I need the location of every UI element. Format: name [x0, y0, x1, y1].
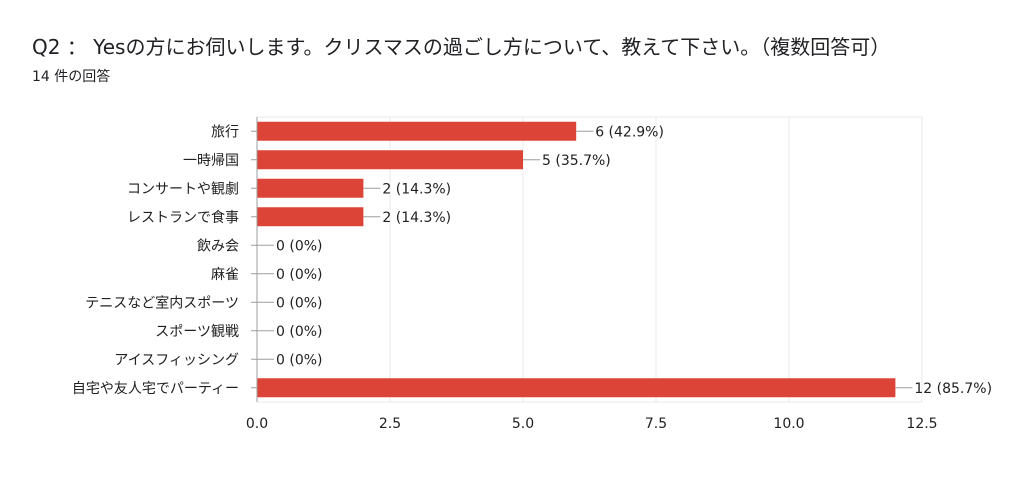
bar — [257, 378, 896, 398]
data-label: 2 (14.3%) — [382, 181, 451, 197]
category-label: 飲み会 — [197, 238, 239, 254]
x-tick-label: 7.5 — [645, 416, 667, 432]
data-label: 0 (0%) — [276, 352, 323, 368]
category-label: レストランで食事 — [127, 209, 239, 226]
x-tick-label: 12.5 — [906, 416, 937, 432]
x-tick-label: 10.0 — [773, 416, 804, 432]
category-label: アイスフィッシング — [114, 352, 239, 368]
category-label: コンサートや観劇 — [127, 180, 239, 197]
data-label: 0 (0%) — [276, 324, 323, 340]
bar — [257, 121, 577, 141]
bar — [257, 150, 523, 170]
category-label: 麻雀 — [211, 267, 239, 283]
category-label: スポーツ観戦 — [155, 323, 239, 340]
category-label: 旅行 — [211, 124, 239, 140]
category-label: テニスなど室内スポーツ — [85, 294, 239, 311]
bar — [257, 207, 364, 227]
response-count: 14 件の回答 — [32, 69, 111, 85]
data-label: 0 (0%) — [276, 267, 323, 283]
question-title: Q2 ： Yesの方にお伺いします。クリスマスの過ごし方について、教えて下さい。… — [32, 35, 891, 59]
x-tick-label: 0.0 — [246, 416, 268, 432]
category-label: 一時帰国 — [183, 152, 239, 169]
data-label: 6 (42.9%) — [595, 124, 664, 140]
data-label: 0 (0%) — [276, 295, 323, 311]
category-label: 自宅や友人宅でパーティー — [72, 381, 239, 397]
data-label: 2 (14.3%) — [382, 210, 451, 226]
data-label: 5 (35.7%) — [542, 153, 611, 169]
data-label: 12 (85.7%) — [914, 381, 992, 397]
x-tick-label: 2.5 — [379, 416, 401, 432]
x-tick-label: 5.0 — [512, 416, 534, 432]
data-label: 0 (0%) — [276, 238, 323, 254]
bar — [257, 178, 364, 198]
